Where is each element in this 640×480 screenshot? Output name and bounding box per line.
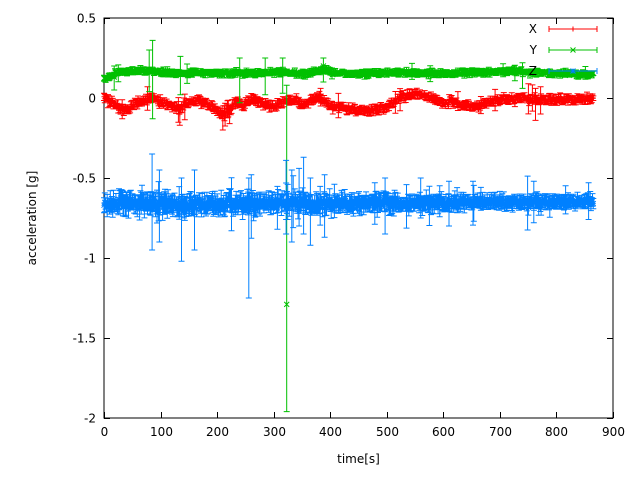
x-tick-label: 800: [545, 425, 568, 439]
y-tick-label: 0.5: [77, 12, 96, 26]
x-tick-label: 400: [319, 425, 342, 439]
legend-entry-Y: [548, 47, 598, 53]
x-tick-label: 100: [150, 425, 173, 439]
legend-sample-marker-X: [570, 26, 576, 32]
y-tick-label: -1: [84, 252, 96, 266]
y-tick-label: 0: [88, 92, 96, 106]
legend-label-Z: Z: [529, 64, 537, 78]
series-Y-markers: [101, 63, 597, 308]
plot-border: [103, 17, 614, 419]
series-Z-markers: [101, 191, 597, 214]
y-axis-label: acceleration [g]: [25, 171, 39, 266]
y-tick-label: -2: [84, 412, 96, 426]
legend-entry-Z: [548, 68, 598, 74]
legend-label-Y: Y: [529, 43, 538, 57]
series-Z-errorbars: [101, 153, 597, 299]
legend-label-X: X: [529, 22, 537, 36]
legend-entry-X: [548, 26, 598, 32]
x-tick-label: 0: [101, 425, 109, 439]
legend-sample-marker-Y: [570, 47, 576, 53]
x-tick-label: 900: [602, 425, 625, 439]
x-tick-label: 200: [206, 425, 229, 439]
x-axis-label: time[s]: [337, 452, 380, 466]
y-tick-label: -0.5: [73, 172, 96, 186]
series-X-markers: [101, 89, 596, 120]
x-tick-label: 600: [432, 425, 455, 439]
x-tick-label: 300: [263, 425, 286, 439]
y-tick-label: -1.5: [73, 332, 96, 346]
x-tick-label: 500: [376, 425, 399, 439]
legend-sample-marker-Z: [570, 68, 576, 74]
x-tick-label: 700: [489, 425, 512, 439]
